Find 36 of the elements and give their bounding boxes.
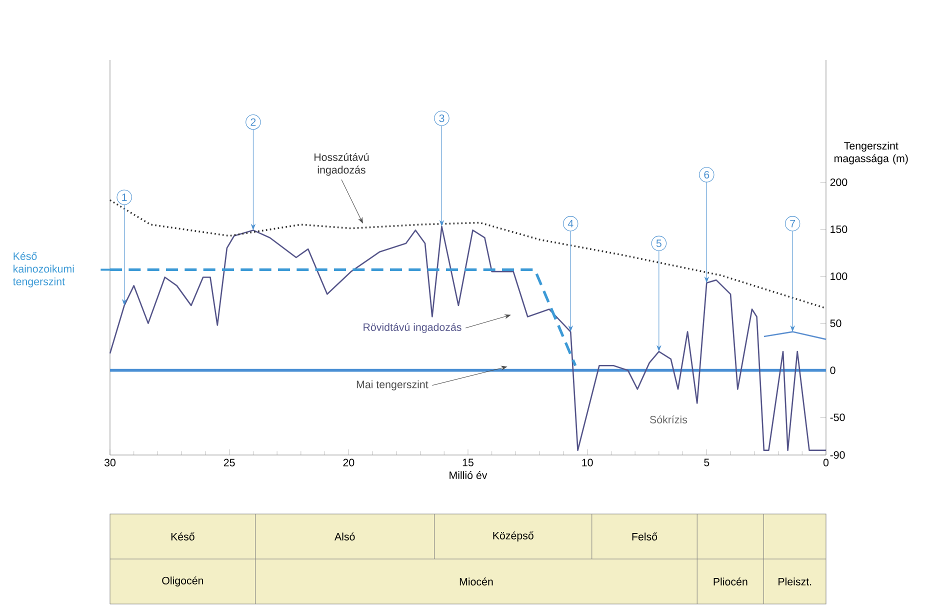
annotation: 2 xyxy=(250,118,256,126)
y-tick-label: 50 xyxy=(830,320,842,328)
text: Miocén xyxy=(460,578,493,586)
text: Késő xyxy=(171,532,194,540)
annotation: 5 xyxy=(656,240,662,248)
x-tick-label: 15 xyxy=(462,458,474,466)
x-axis-title: Millió év xyxy=(450,471,488,480)
y-tick-label: 0 xyxy=(830,366,836,374)
x-tick-label: 0 xyxy=(823,458,829,466)
x-tick-label: 10 xyxy=(582,458,593,466)
x-tick-label: 5 xyxy=(704,458,710,466)
y-tick-label: 200 xyxy=(830,178,848,186)
annotation: 6 xyxy=(704,170,710,179)
text: Hosszútávú ingadozás xyxy=(314,153,369,176)
series-label: Rövidtávú ingadozás xyxy=(364,322,462,334)
text: Alsó xyxy=(334,532,355,540)
y-tick-label: 150 xyxy=(830,226,848,234)
annotation: 1 xyxy=(122,194,127,201)
annotation: 7 xyxy=(790,220,796,228)
y-tick-label: 100 xyxy=(830,272,848,280)
x-tick-label: 20 xyxy=(343,458,354,466)
x-tick-label: 30 xyxy=(104,458,116,466)
annotation: 4 xyxy=(568,220,574,228)
y-tick-label: -90 xyxy=(830,451,845,459)
y-tick-label: -50 xyxy=(830,414,845,422)
text: Késő kainozoikumi tengerszint xyxy=(13,252,74,288)
text: Középső xyxy=(493,531,534,542)
x-tick-label: 25 xyxy=(224,458,235,466)
y-axis-title: Tengerszint magassága (m) xyxy=(834,142,908,164)
annotation: 3 xyxy=(439,114,444,122)
ref-line-label: Mai tengerszint xyxy=(356,380,428,390)
annotation: Sókrízis xyxy=(650,415,688,424)
text: Pliocén xyxy=(714,578,748,586)
text: Pleiszt. xyxy=(778,578,812,586)
text: Oligocén xyxy=(162,576,204,587)
text: Felső xyxy=(632,532,658,540)
